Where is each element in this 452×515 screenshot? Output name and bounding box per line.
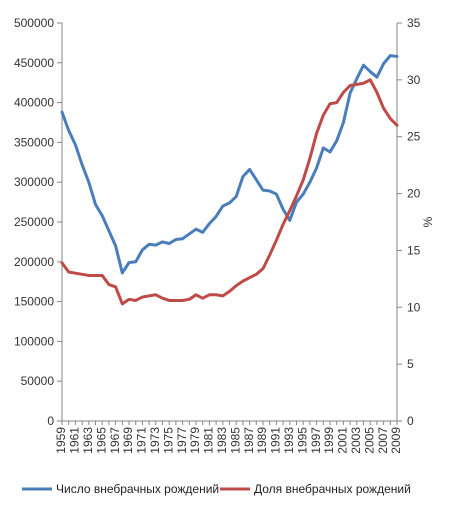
- lines-layer: [60, 54, 399, 306]
- legend: Число внебрачных рождений Доля внебрачных…: [22, 482, 411, 496]
- x-tick-label: 1983: [215, 427, 229, 454]
- series-line-1: [60, 54, 399, 275]
- ticks-layer: 0 50000 100000 150000 200000 250000 300000 3500…: [14, 16, 435, 454]
- y-left-tick-label: 150000: [14, 295, 54, 309]
- x-tick-label: 1961: [68, 427, 82, 454]
- x-tick-label: 1991: [269, 427, 283, 454]
- x-tick-label: 1967: [108, 427, 122, 454]
- y-left-tick-label: 500000: [14, 16, 54, 30]
- y-right-axis-label: %: [421, 216, 435, 227]
- x-tick-label: 2001: [336, 427, 350, 454]
- x-tick-label: 1973: [148, 427, 162, 454]
- x-tick-label: 1993: [282, 427, 296, 454]
- legend-label-2: Доля внебрачных рождений: [254, 482, 411, 496]
- x-tick-label: 1985: [228, 427, 242, 454]
- x-tick-label: 2003: [349, 427, 363, 454]
- y-right-tick-label: 5: [407, 357, 414, 371]
- x-tick-label: 1963: [81, 427, 95, 454]
- legend-label-1: Число внебрачных рождений: [56, 482, 219, 496]
- x-tick-label: 1987: [242, 427, 256, 454]
- x-tick-label: 1975: [161, 427, 175, 454]
- x-tick-label: 2009: [389, 427, 403, 454]
- y-left-tick-label: 200000: [14, 255, 54, 269]
- y-left-tick-label: 50000: [21, 374, 55, 388]
- x-tick-label: 1997: [309, 427, 323, 454]
- x-tick-label: 1969: [121, 427, 135, 454]
- x-tick-label: 1979: [188, 427, 202, 454]
- x-tick-label: 1999: [322, 427, 336, 454]
- axes-layer: [57, 22, 402, 425]
- x-tick-label: 1981: [202, 427, 216, 454]
- y-left-tick-label: 350000: [14, 135, 54, 149]
- y-left-tick-label: 450000: [14, 56, 54, 70]
- y-left-tick-label: 400000: [14, 96, 54, 110]
- series-line-2: [60, 78, 399, 306]
- y-right-tick-label: 0: [407, 414, 414, 428]
- x-tick-label: 1977: [175, 427, 189, 454]
- y-right-tick-label: 20: [407, 187, 421, 201]
- y-right-tick-label: 35: [407, 16, 421, 30]
- x-tick-label: 1959: [54, 427, 68, 454]
- y-right-tick-label: 15: [407, 243, 421, 257]
- x-tick-label: 1971: [135, 427, 149, 454]
- y-left-tick-label: 100000: [14, 334, 54, 348]
- y-left-tick-label: 0: [47, 414, 54, 428]
- y-left-tick-label: 300000: [14, 175, 54, 189]
- y-right-tick-label: 25: [407, 130, 421, 144]
- x-tick-label: 1989: [255, 427, 269, 454]
- x-tick-label: 2007: [376, 427, 390, 454]
- x-tick-label: 2005: [362, 427, 376, 454]
- x-tick-label: 1965: [94, 427, 108, 454]
- y-left-tick-label: 250000: [14, 215, 54, 229]
- y-right-tick-label: 10: [407, 300, 421, 314]
- y-right-tick-label: 30: [407, 73, 421, 87]
- x-tick-label: 1995: [295, 427, 309, 454]
